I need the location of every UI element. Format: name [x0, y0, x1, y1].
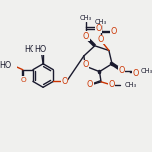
Text: HO: HO: [25, 45, 37, 54]
Text: O: O: [83, 32, 89, 41]
Text: O: O: [98, 35, 104, 44]
Text: O: O: [110, 27, 117, 36]
Text: CH₃: CH₃: [140, 68, 152, 74]
Text: O: O: [118, 66, 125, 75]
Text: O: O: [21, 77, 26, 83]
Text: O: O: [82, 60, 89, 69]
Text: O: O: [132, 69, 139, 78]
Text: O: O: [95, 24, 102, 33]
Text: CH₃: CH₃: [80, 15, 92, 21]
Text: HO: HO: [0, 61, 12, 70]
Text: HO: HO: [34, 45, 46, 54]
Text: CH₃: CH₃: [124, 82, 137, 88]
Text: O: O: [87, 80, 93, 89]
Text: O: O: [61, 77, 67, 86]
Text: O: O: [108, 80, 114, 89]
Text: CH₃: CH₃: [95, 19, 107, 24]
